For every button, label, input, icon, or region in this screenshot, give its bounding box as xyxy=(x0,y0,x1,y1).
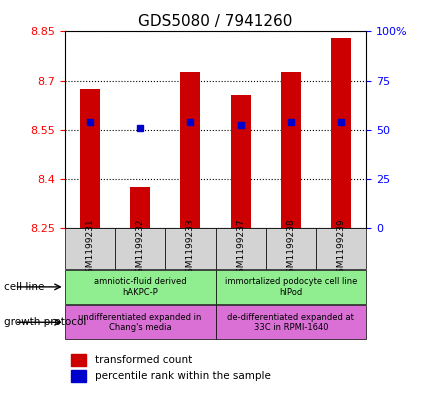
FancyBboxPatch shape xyxy=(64,305,215,339)
FancyBboxPatch shape xyxy=(265,228,315,269)
FancyBboxPatch shape xyxy=(215,270,366,304)
Text: transformed count: transformed count xyxy=(95,355,192,365)
Text: amniotic-fluid derived
hAKPC-P: amniotic-fluid derived hAKPC-P xyxy=(94,277,186,297)
Bar xyxy=(71,354,86,365)
FancyBboxPatch shape xyxy=(315,228,366,269)
FancyBboxPatch shape xyxy=(215,305,366,339)
Bar xyxy=(280,72,300,228)
Bar xyxy=(71,370,86,382)
FancyBboxPatch shape xyxy=(165,228,215,269)
Text: GSM1199238: GSM1199238 xyxy=(286,218,295,279)
FancyBboxPatch shape xyxy=(115,228,165,269)
Bar xyxy=(230,95,250,228)
Text: GSM1199231: GSM1199231 xyxy=(85,218,94,279)
Text: GSM1199232: GSM1199232 xyxy=(135,219,144,279)
Text: undifferentiated expanded in
Chang's media: undifferentiated expanded in Chang's med… xyxy=(78,312,201,332)
Title: GDS5080 / 7941260: GDS5080 / 7941260 xyxy=(138,14,292,29)
FancyBboxPatch shape xyxy=(215,228,265,269)
Text: GSM1199239: GSM1199239 xyxy=(336,218,345,279)
Bar xyxy=(130,187,150,228)
FancyBboxPatch shape xyxy=(64,228,115,269)
Bar xyxy=(180,72,200,228)
Bar xyxy=(80,89,100,228)
Text: de-differentiated expanded at
33C in RPMI-1640: de-differentiated expanded at 33C in RPM… xyxy=(227,312,353,332)
Text: GSM1199233: GSM1199233 xyxy=(185,218,194,279)
FancyBboxPatch shape xyxy=(64,270,215,304)
Text: percentile rank within the sample: percentile rank within the sample xyxy=(95,371,270,381)
Text: GSM1199237: GSM1199237 xyxy=(236,218,245,279)
Text: cell line: cell line xyxy=(4,282,45,292)
Bar xyxy=(330,38,350,228)
Text: growth protocol: growth protocol xyxy=(4,317,86,327)
Text: immortalized podocyte cell line
hIPod: immortalized podocyte cell line hIPod xyxy=(224,277,356,297)
